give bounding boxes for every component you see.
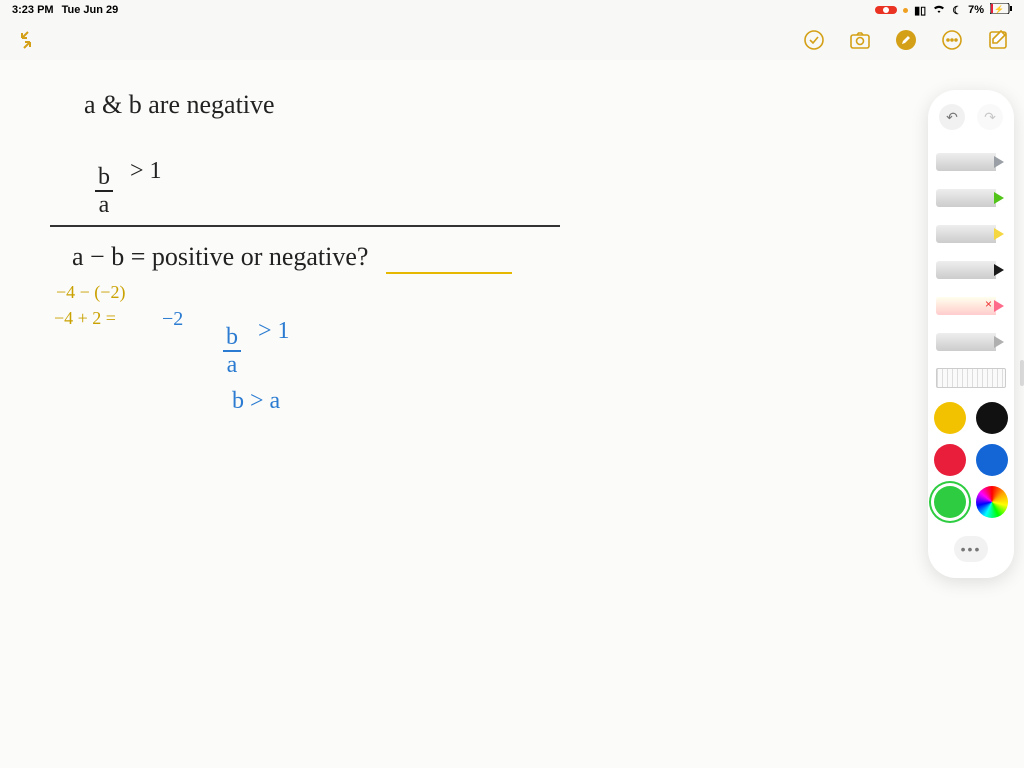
more-tools-button[interactable]: ••• bbox=[954, 536, 988, 562]
status-date: Tue Jun 29 bbox=[62, 4, 119, 16]
handwritten-text: a & b are negative bbox=[84, 90, 275, 120]
status-bar: 3:23 PM Tue Jun 29 ▮▯ ☾ 7% ⚡ bbox=[0, 0, 1024, 20]
drawing-tool-panel: ↶ ↷ × ••• bbox=[928, 90, 1014, 578]
note-canvas[interactable]: a & b are negative ba > 1 a − b = positive… bbox=[0, 60, 1024, 768]
app-toolbar bbox=[0, 20, 1024, 60]
color-swatch[interactable] bbox=[976, 402, 1008, 434]
svg-text:⚡: ⚡ bbox=[994, 4, 1004, 14]
redo-button[interactable]: ↷ bbox=[977, 104, 1003, 130]
more-circle-icon[interactable] bbox=[940, 28, 964, 52]
ruler-tool[interactable] bbox=[936, 368, 1006, 388]
compose-icon[interactable] bbox=[986, 28, 1010, 52]
camera-icon[interactable] bbox=[848, 28, 872, 52]
status-time: 3:23 PM bbox=[12, 4, 54, 16]
handwritten-text: −4 + 2 = bbox=[54, 308, 116, 329]
handwritten-fraction: ba > 1 bbox=[94, 158, 162, 217]
handwritten-text: a − b = positive or negative? bbox=[72, 242, 368, 272]
pen-tool[interactable] bbox=[936, 216, 1006, 252]
screen-record-indicator[interactable] bbox=[875, 6, 897, 14]
handwritten-text: −2 bbox=[162, 308, 183, 331]
color-swatch[interactable] bbox=[976, 444, 1008, 476]
pen-tool[interactable] bbox=[936, 252, 1006, 288]
battery-pct: 7% bbox=[968, 4, 984, 16]
markup-pen-icon[interactable] bbox=[894, 28, 918, 52]
check-circle-icon[interactable] bbox=[802, 28, 826, 52]
color-picker-swatch[interactable] bbox=[976, 486, 1008, 518]
pen-tool[interactable] bbox=[936, 324, 1006, 360]
dnd-moon-icon: ☾ bbox=[952, 4, 962, 17]
handwritten-text: −4 − (−2) bbox=[56, 282, 125, 303]
pen-tool[interactable] bbox=[936, 180, 1006, 216]
color-swatch[interactable] bbox=[934, 444, 966, 476]
highlight-underline bbox=[386, 272, 512, 274]
pen-tool[interactable] bbox=[936, 144, 1006, 180]
eraser-tool[interactable]: × bbox=[936, 288, 1006, 324]
battery-icon: ⚡ bbox=[990, 3, 1012, 17]
undo-button[interactable]: ↶ bbox=[939, 104, 965, 130]
panel-drag-handle[interactable] bbox=[1020, 360, 1024, 386]
cell-bars-icon: ▮▯ bbox=[914, 4, 926, 17]
signal-dot-icon bbox=[903, 8, 908, 13]
color-swatch[interactable] bbox=[934, 486, 966, 518]
handwritten-divider bbox=[50, 225, 560, 227]
handwritten-fraction: ba > 1 bbox=[222, 318, 290, 377]
wifi-icon bbox=[932, 3, 946, 17]
color-swatch[interactable] bbox=[934, 402, 966, 434]
collapse-icon[interactable] bbox=[14, 28, 38, 52]
handwritten-text: b > a bbox=[232, 388, 280, 415]
